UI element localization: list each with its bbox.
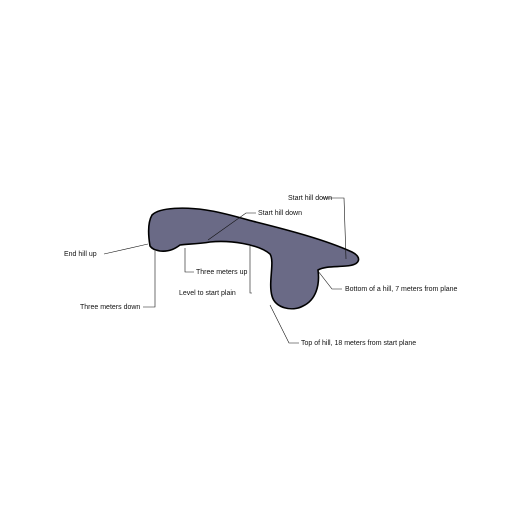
leader-start-hill-down-mid [207,212,256,241]
leader-end-hill-up [103,243,149,255]
label-end-hill-up: End hill up [64,251,97,258]
label-top-of-hill: Top of hill, 18 meters from start plane [301,340,416,347]
leader-bottom-of-hill [317,270,342,290]
leader-top-of-hill [269,304,299,344]
label-level-to-start-plain: Level to start plain [179,290,236,297]
leader-start-hill-down-top [322,197,347,260]
leader-three-meters-down [143,251,156,308]
label-three-meters-up: Three meters up [196,269,247,276]
leader-three-meters-up [184,248,194,273]
leader-level-to-start-plain [249,246,252,294]
label-start-hill-down-mid: Start hill down [258,210,302,217]
label-bottom-of-hill: Bottom of a hill, 7 meters from plane [345,286,458,293]
label-start-hill-down-top: Start hill down [288,195,332,202]
track-shape [147,207,360,310]
label-three-meters-down: Three meters down [80,304,140,311]
